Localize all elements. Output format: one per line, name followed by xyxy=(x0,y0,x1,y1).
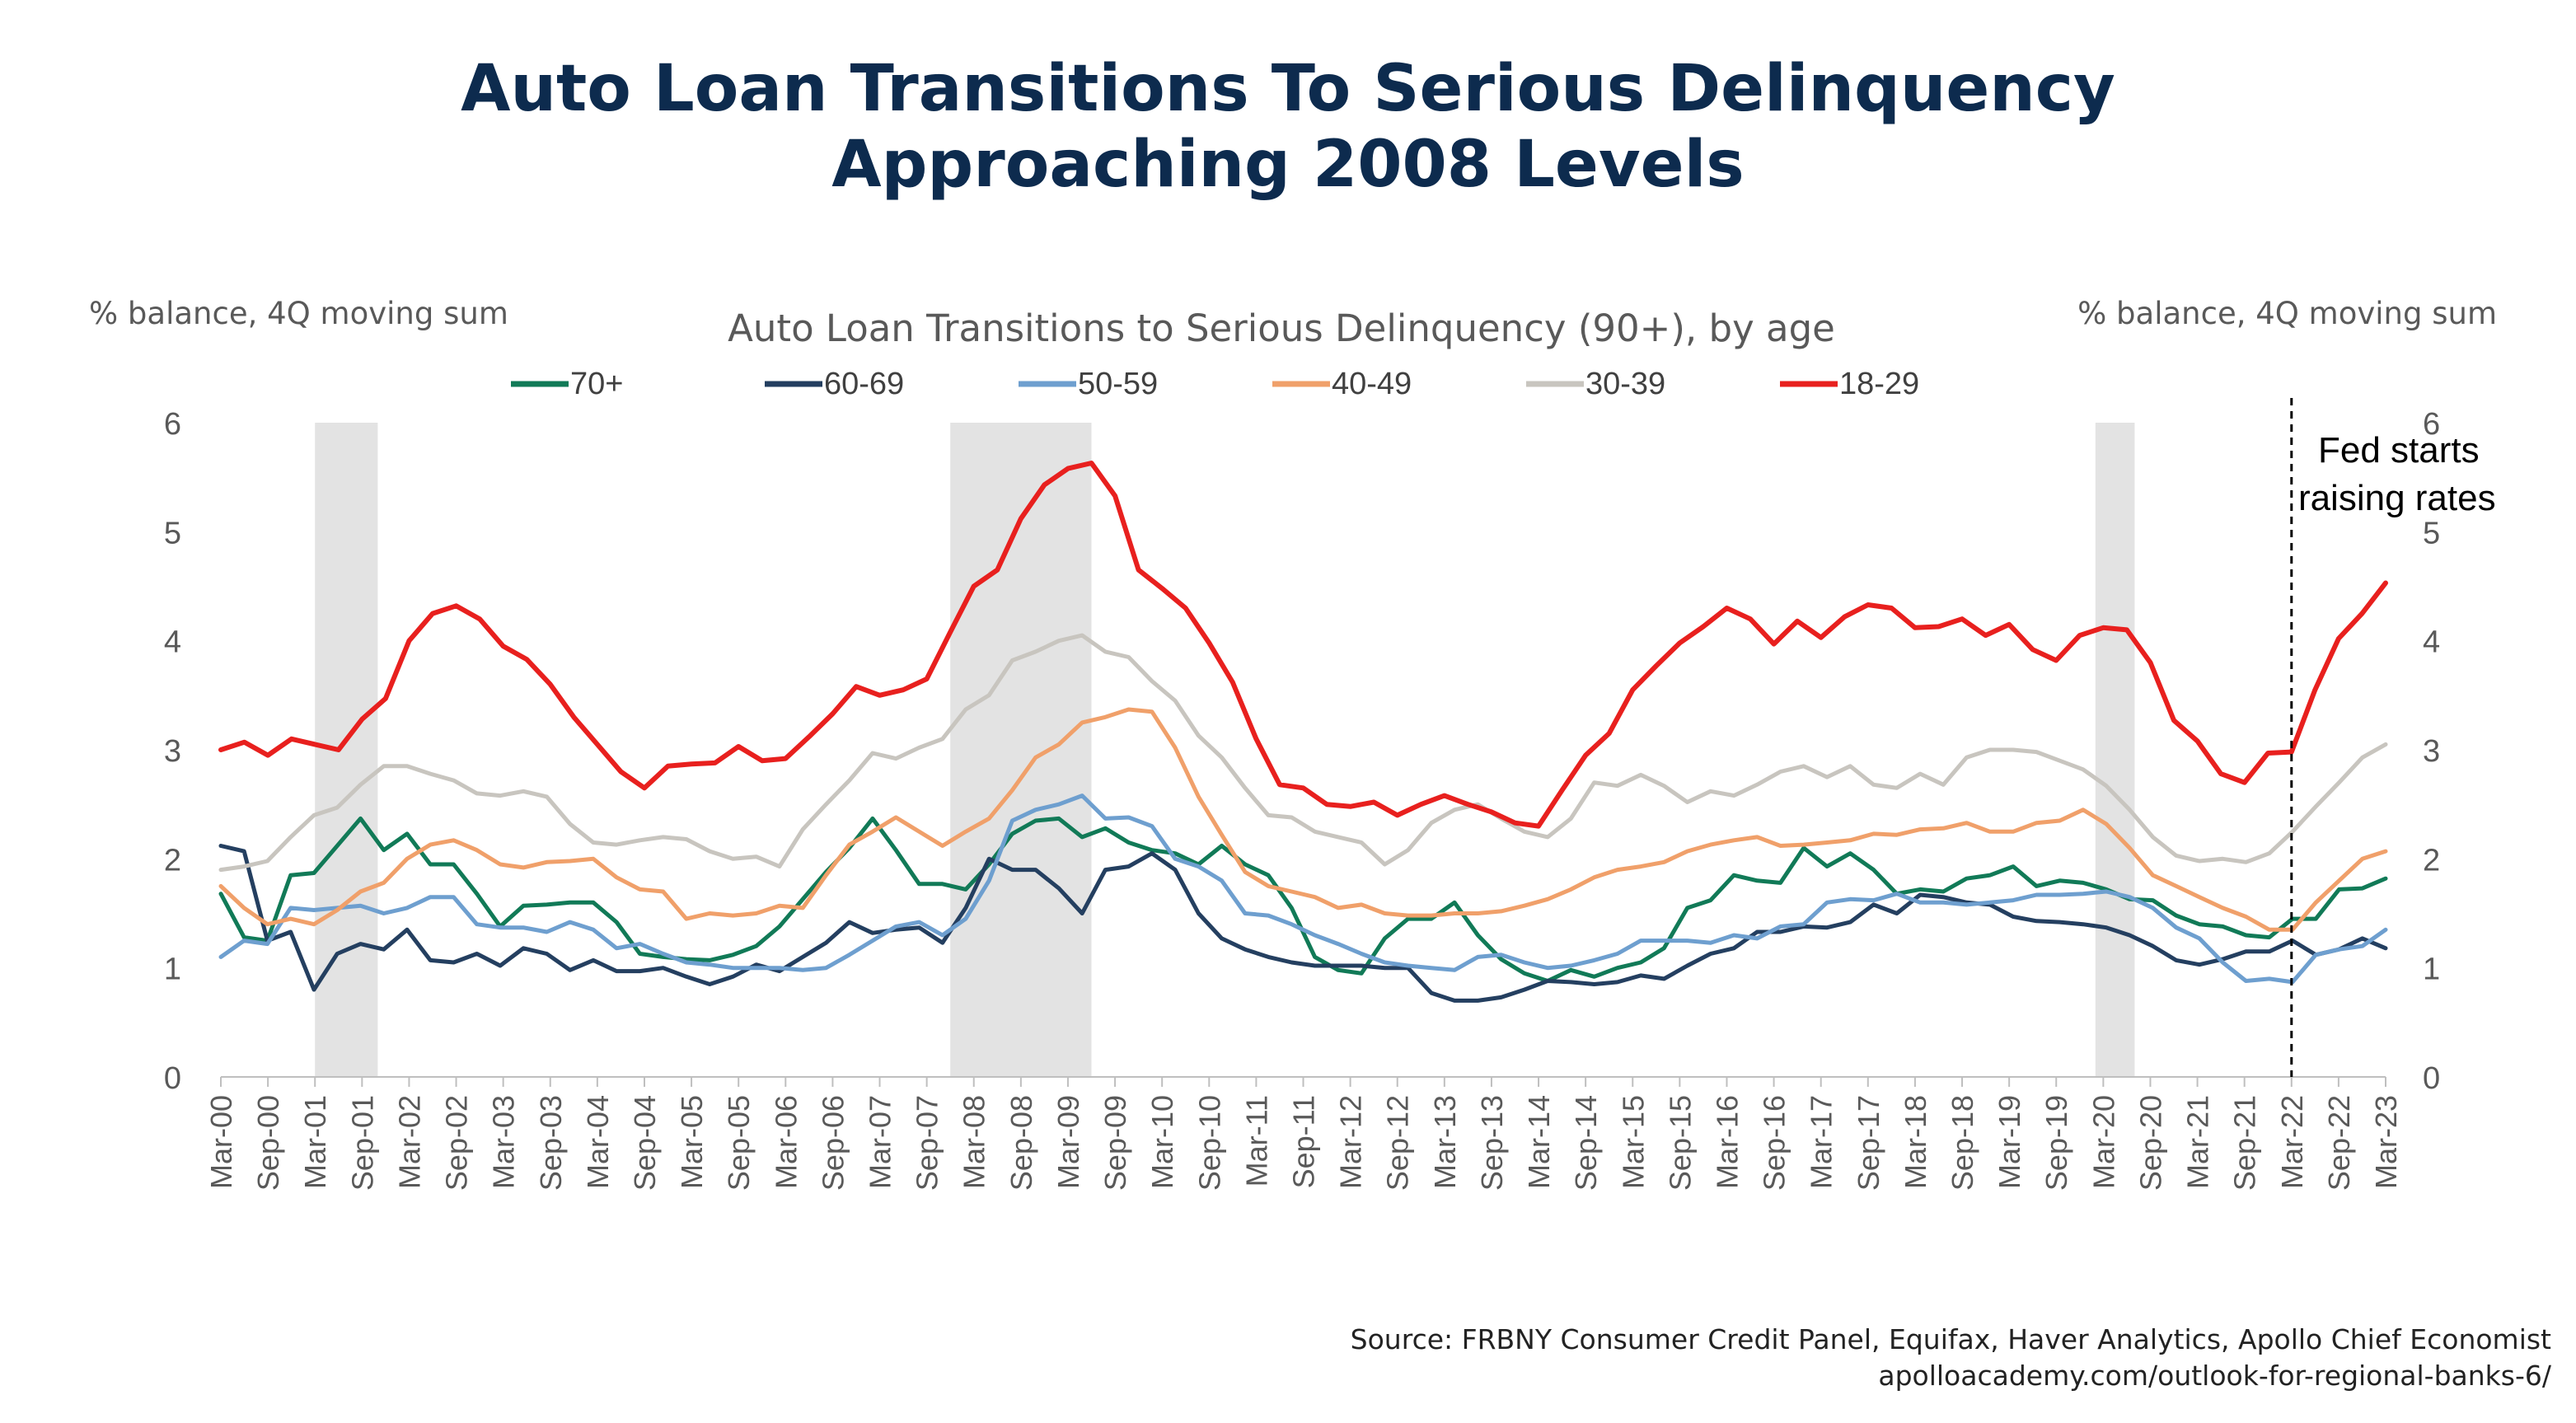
x-tick-label: Sep-14 xyxy=(1569,1095,1603,1191)
x-tick-label: Mar-00 xyxy=(204,1095,238,1189)
y-tick-label-left: 2 xyxy=(164,843,181,878)
x-tick-label: Sep-10 xyxy=(1192,1095,1226,1191)
legend-item: 30-39 xyxy=(1526,367,1665,401)
y-tick-label-right: 6 xyxy=(2423,407,2440,442)
x-tick-label: Sep-05 xyxy=(722,1095,756,1191)
x-tick-label: Mar-15 xyxy=(1616,1095,1650,1189)
x-tick-label: Sep-02 xyxy=(440,1095,474,1191)
x-tick-label: Mar-11 xyxy=(1239,1095,1273,1187)
x-tick-label: Sep-06 xyxy=(816,1095,850,1191)
y-tick-label-right: 5 xyxy=(2423,516,2440,550)
y-tick-label-left: 4 xyxy=(164,625,181,660)
x-tick-label: Mar-16 xyxy=(1710,1095,1744,1189)
x-tick-label: Sep-13 xyxy=(1475,1095,1509,1191)
x-tick-label: Mar-21 xyxy=(2181,1095,2215,1189)
y-axis-label-left: % balance, 4Q moving sum xyxy=(89,296,508,331)
x-tick-label: Mar-13 xyxy=(1428,1095,1462,1189)
legend-item: 50-59 xyxy=(1019,367,1158,401)
x-tick-label: Mar-22 xyxy=(2275,1095,2309,1189)
series-line-30-39 xyxy=(218,633,2388,873)
legend-label: 40-49 xyxy=(1332,367,1412,401)
y-tick-label-left: 1 xyxy=(164,953,181,987)
x-tick-label: Sep-00 xyxy=(251,1095,285,1191)
legend-label: 70+ xyxy=(570,367,623,401)
y-tick-label-left: 5 xyxy=(164,516,181,550)
x-tick-label: Sep-01 xyxy=(345,1095,379,1191)
recession-bands xyxy=(315,423,2135,1077)
x-tick-label: Sep-22 xyxy=(2322,1095,2356,1191)
x-tick-label: Sep-11 xyxy=(1287,1095,1321,1188)
series-line-60-69 xyxy=(218,844,2388,1003)
series-line-50-59 xyxy=(218,793,2388,985)
source-note: Source: FRBNY Consumer Credit Panel, Equ… xyxy=(1350,1323,2551,1355)
x-tick-label: Mar-23 xyxy=(2369,1095,2403,1189)
series-lines xyxy=(218,461,2388,1003)
x-tick-label: Mar-05 xyxy=(675,1095,709,1189)
source-url: apolloacademy.com/outlook-for-regional-b… xyxy=(1878,1360,2551,1392)
annotation-text-line-1: Fed starts xyxy=(2318,430,2480,470)
x-tick-label: Sep-08 xyxy=(1005,1095,1038,1191)
recession-band xyxy=(2095,423,2135,1077)
legend: 70+ 60-69 50-59 40-49 30-39 18-29 xyxy=(511,367,1919,401)
x-tick-label: Sep-19 xyxy=(2040,1095,2073,1191)
series-line-18-29 xyxy=(218,461,2388,829)
y-tick-label-right: 1 xyxy=(2423,953,2440,987)
x-tick-label: Mar-07 xyxy=(864,1095,897,1189)
x-tick-label: Sep-03 xyxy=(534,1095,568,1191)
page-title-line-1: Auto Loan Transitions To Serious Delinqu… xyxy=(461,52,2115,126)
x-tick-label: Sep-16 xyxy=(1758,1095,1791,1191)
y-tick-label-right: 4 xyxy=(2423,625,2440,660)
legend-label: 50-59 xyxy=(1078,367,1158,401)
y-tick-label-left: 0 xyxy=(164,1061,181,1096)
x-tick-label: Mar-01 xyxy=(298,1095,332,1189)
x-tick-label: Mar-06 xyxy=(769,1095,803,1189)
x-tick-label: Sep-21 xyxy=(2228,1095,2262,1191)
x-tick-label: Mar-20 xyxy=(2087,1095,2120,1189)
x-tick-label: Mar-02 xyxy=(392,1095,426,1189)
x-tick-label: Mar-08 xyxy=(958,1095,991,1189)
legend-item: 70+ xyxy=(511,367,623,401)
x-tick-label: Mar-18 xyxy=(1899,1095,1932,1189)
x-tick-label: Sep-09 xyxy=(1098,1095,1132,1191)
x-tick-label: Sep-07 xyxy=(911,1095,944,1191)
page-title: Auto Loan Transitions To Serious Delinqu… xyxy=(0,51,2576,203)
legend-label: 60-69 xyxy=(824,367,904,401)
y-tick-label-right: 2 xyxy=(2423,843,2440,878)
series-line-70+ xyxy=(218,816,2388,983)
x-tick-label: Mar-04 xyxy=(581,1095,615,1189)
x-tick-label: Mar-09 xyxy=(1051,1095,1085,1189)
x-tick-label: Sep-20 xyxy=(2133,1095,2167,1191)
legend-label: 30-39 xyxy=(1585,367,1665,401)
y-axis-label-right: % balance, 4Q moving sum xyxy=(2077,296,2497,331)
y-tick-label-left: 6 xyxy=(164,407,181,442)
annotation-text-line-2: raising rates xyxy=(2298,478,2496,518)
x-tick-label: Mar-17 xyxy=(1805,1095,1838,1189)
x-tick-label: Mar-03 xyxy=(487,1095,521,1189)
y-tick-label-right: 0 xyxy=(2423,1061,2440,1096)
chart-title: Auto Loan Transitions to Serious Delinqu… xyxy=(728,307,1835,350)
legend-item: 18-29 xyxy=(1780,367,1919,401)
page-title-line-2: Approaching 2008 Levels xyxy=(831,128,1745,202)
x-tick-label: Mar-14 xyxy=(1522,1095,1556,1189)
recession-band xyxy=(315,423,378,1077)
y-tick-label-right: 3 xyxy=(2423,734,2440,769)
recession-band xyxy=(950,423,1092,1077)
x-tick-label: Mar-10 xyxy=(1145,1095,1179,1189)
y-tick-label-left: 3 xyxy=(164,734,181,769)
annotation: Fed starts raising rates xyxy=(2290,398,2496,1077)
x-tick-label: Sep-18 xyxy=(1946,1095,1979,1191)
legend-item: 40-49 xyxy=(1272,367,1412,401)
legend-label: 18-29 xyxy=(1839,367,1919,401)
x-tick-label: Mar-19 xyxy=(1993,1095,2026,1189)
x-tick-label: Sep-12 xyxy=(1381,1095,1415,1191)
x-tick-label: Mar-12 xyxy=(1334,1095,1368,1189)
axes: 0 0 1 1 2 2 3 3 4 4 5 5 6 6 Mar-00 Sep-00 Mar-01 Sep-01 Ma… xyxy=(164,407,2440,1191)
x-tick-label: Sep-04 xyxy=(628,1095,662,1191)
series-line-40-49 xyxy=(218,707,2388,932)
legend-item: 60-69 xyxy=(765,367,904,401)
x-tick-label: Sep-15 xyxy=(1663,1095,1697,1191)
x-tick-label: Sep-17 xyxy=(1852,1095,1885,1191)
